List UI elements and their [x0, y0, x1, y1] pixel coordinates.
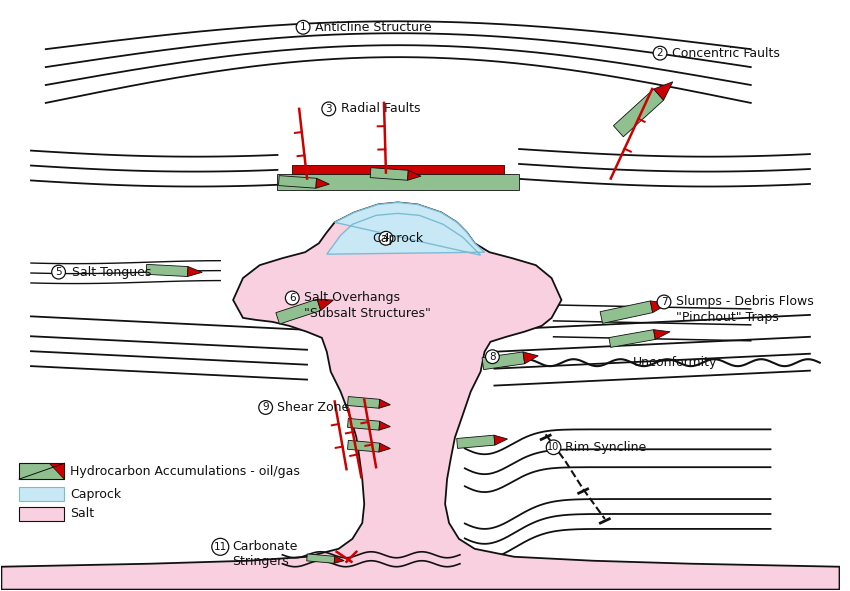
- Text: "Subsalt Structures": "Subsalt Structures": [304, 307, 431, 320]
- Text: Stringers: Stringers: [232, 555, 289, 568]
- Polygon shape: [379, 421, 390, 430]
- Polygon shape: [146, 264, 188, 277]
- Polygon shape: [654, 330, 670, 339]
- Polygon shape: [317, 299, 333, 310]
- Polygon shape: [20, 487, 65, 501]
- Text: 8: 8: [489, 352, 496, 362]
- Polygon shape: [48, 463, 65, 479]
- Polygon shape: [20, 463, 65, 479]
- Text: 6: 6: [289, 293, 296, 303]
- Polygon shape: [379, 400, 390, 408]
- Text: Carbonate: Carbonate: [232, 540, 298, 553]
- Text: Caprock: Caprock: [372, 232, 423, 245]
- Text: 7: 7: [660, 297, 667, 307]
- Text: Salt Tongues: Salt Tongues: [72, 265, 152, 278]
- Polygon shape: [609, 330, 655, 348]
- Polygon shape: [277, 174, 519, 190]
- Text: 4: 4: [382, 233, 389, 243]
- Text: Slumps - Debris Flows: Slumps - Debris Flows: [676, 296, 813, 309]
- Polygon shape: [2, 203, 840, 590]
- Text: Hydrocarbon Accumulations - oil/gas: Hydrocarbon Accumulations - oil/gas: [71, 465, 300, 478]
- Polygon shape: [188, 267, 202, 277]
- Polygon shape: [523, 352, 538, 364]
- Text: Concentric Faults: Concentric Faults: [672, 47, 779, 60]
- Text: Radial Faults: Radial Faults: [341, 102, 420, 115]
- Text: 5: 5: [55, 267, 62, 277]
- Text: 11: 11: [213, 542, 227, 552]
- Polygon shape: [600, 301, 653, 323]
- Polygon shape: [348, 440, 380, 452]
- Text: Shear Zone: Shear Zone: [277, 401, 349, 414]
- Polygon shape: [276, 299, 320, 324]
- Polygon shape: [334, 556, 344, 563]
- Polygon shape: [307, 554, 335, 563]
- Polygon shape: [279, 176, 316, 188]
- Text: Unconformity: Unconformity: [632, 356, 717, 369]
- Polygon shape: [20, 507, 65, 521]
- Polygon shape: [654, 82, 672, 100]
- Polygon shape: [371, 168, 408, 180]
- Text: 2: 2: [657, 48, 663, 58]
- Text: Salt: Salt: [71, 508, 94, 521]
- Polygon shape: [316, 178, 329, 188]
- Polygon shape: [348, 397, 380, 408]
- Text: Anticline Structure: Anticline Structure: [315, 21, 432, 34]
- Text: 9: 9: [263, 402, 269, 413]
- Text: Salt Overhangs: Salt Overhangs: [304, 291, 400, 304]
- Polygon shape: [292, 165, 504, 177]
- Polygon shape: [494, 435, 507, 445]
- Polygon shape: [407, 170, 421, 180]
- Text: 3: 3: [326, 104, 332, 114]
- Polygon shape: [456, 435, 495, 449]
- Polygon shape: [482, 352, 524, 369]
- Text: Rim Syncline: Rim Syncline: [565, 441, 647, 454]
- Text: Caprock: Caprock: [71, 488, 122, 501]
- Polygon shape: [348, 418, 380, 430]
- Text: 10: 10: [547, 442, 559, 452]
- Polygon shape: [326, 203, 484, 255]
- Polygon shape: [650, 301, 669, 313]
- Polygon shape: [614, 89, 664, 137]
- Polygon shape: [379, 443, 390, 452]
- Text: "Pinchout" Traps: "Pinchout" Traps: [676, 311, 779, 324]
- Text: 1: 1: [300, 22, 307, 33]
